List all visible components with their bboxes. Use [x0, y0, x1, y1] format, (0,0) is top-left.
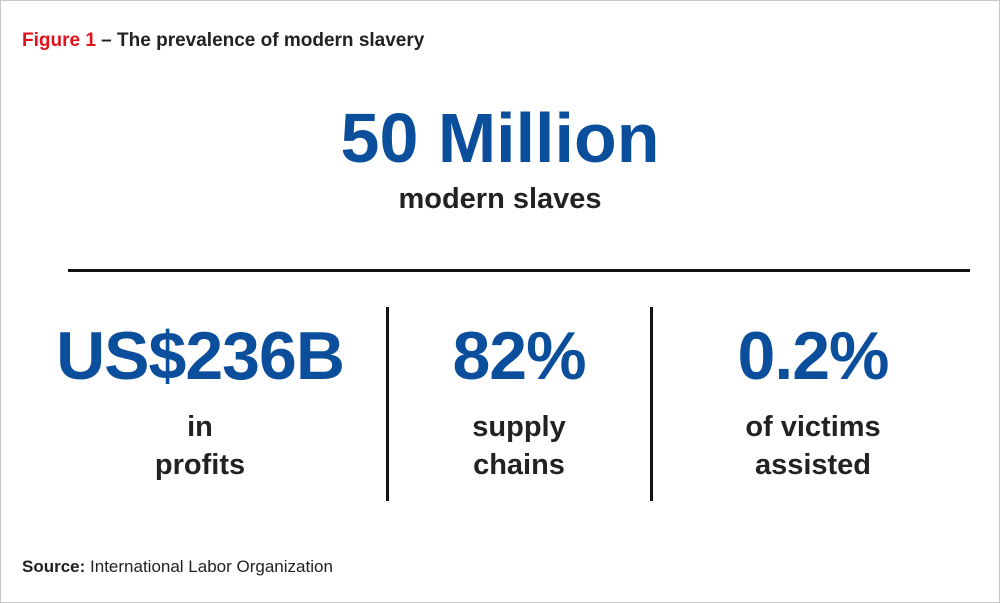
stat-caption-line: profits: [154, 449, 246, 481]
stat-caption-line: of victims: [745, 411, 881, 443]
stat-profits: US$236B in profits: [50, 318, 350, 484]
stat-victims-assisted: 0.2% of victims assisted: [668, 318, 958, 484]
figure-title: Figure 1 – The prevalence of modern slav…: [22, 30, 424, 52]
stat-value: 82%: [452, 318, 586, 394]
figure-title-text: – The prevalence of modern slavery: [95, 30, 425, 51]
stat-caption-line: in: [187, 411, 213, 443]
stat-caption-line: assisted: [754, 449, 872, 481]
horizontal-divider: [68, 269, 970, 272]
headline-caption: modern slaves: [398, 183, 602, 215]
stat-caption: of victims assisted: [668, 408, 958, 484]
source-note: Source: International Labor Organization: [22, 557, 333, 577]
stat-caption: supply chains: [400, 408, 638, 484]
headline-value: 50 Million: [340, 99, 660, 177]
figure-label: Figure 1: [22, 30, 96, 51]
stat-supply-chains: 82% supply chains: [400, 318, 638, 484]
stat-caption-line: chains: [473, 449, 565, 481]
stat-value: 0.2%: [737, 318, 890, 394]
vertical-divider: [650, 307, 653, 501]
vertical-divider: [386, 307, 389, 501]
source-label: Source:: [22, 557, 86, 576]
stat-caption: in profits: [50, 408, 350, 484]
source-text: International Labor Organization: [85, 557, 333, 576]
stat-caption-line: supply: [472, 411, 566, 443]
stat-value: US$236B: [56, 318, 345, 394]
